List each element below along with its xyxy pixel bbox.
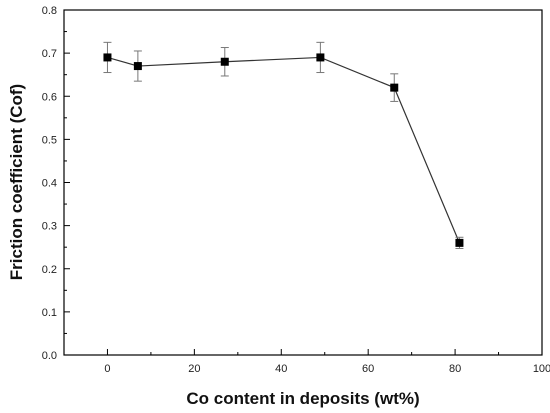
x-tick-label: 100	[533, 363, 550, 375]
y-tick-label: 0.3	[42, 221, 57, 233]
x-tick-label: 20	[188, 363, 200, 375]
series-line	[107, 56, 460, 244]
x-tick-label: 0	[104, 363, 110, 375]
data-series	[103, 41, 464, 249]
data-point	[220, 57, 229, 66]
plot-frame	[63, 9, 543, 356]
y-tick-label: 0.7	[42, 48, 57, 60]
y-axis: 0.0 0.1 0.2 0.3 0.4 0.5 0.6 0.7 0.8	[42, 5, 70, 362]
y-axis-title: Friction coefficient (Cof)	[7, 84, 26, 280]
data-point	[455, 238, 464, 247]
y-tick-label: 0.2	[42, 264, 57, 276]
x-axis: 0 20 40 60 80 100	[63, 349, 550, 375]
y-tick-label: 0.8	[42, 5, 57, 17]
y-tick-label: 0.4	[42, 178, 57, 190]
data-point	[133, 62, 142, 71]
x-tick-label: 60	[362, 363, 374, 375]
y-tick-label: 0.6	[42, 91, 57, 103]
y-tick-label: 0.0	[42, 350, 57, 362]
data-point	[103, 53, 112, 62]
data-point	[316, 53, 325, 62]
data-point	[390, 83, 399, 92]
x-tick-label: 80	[449, 363, 461, 375]
x-axis-title: Co content in deposits (wt%)	[186, 389, 419, 408]
y-tick-label: 0.5	[42, 134, 57, 146]
x-tick-label: 40	[275, 363, 287, 375]
y-tick-label: 0.1	[42, 307, 57, 319]
